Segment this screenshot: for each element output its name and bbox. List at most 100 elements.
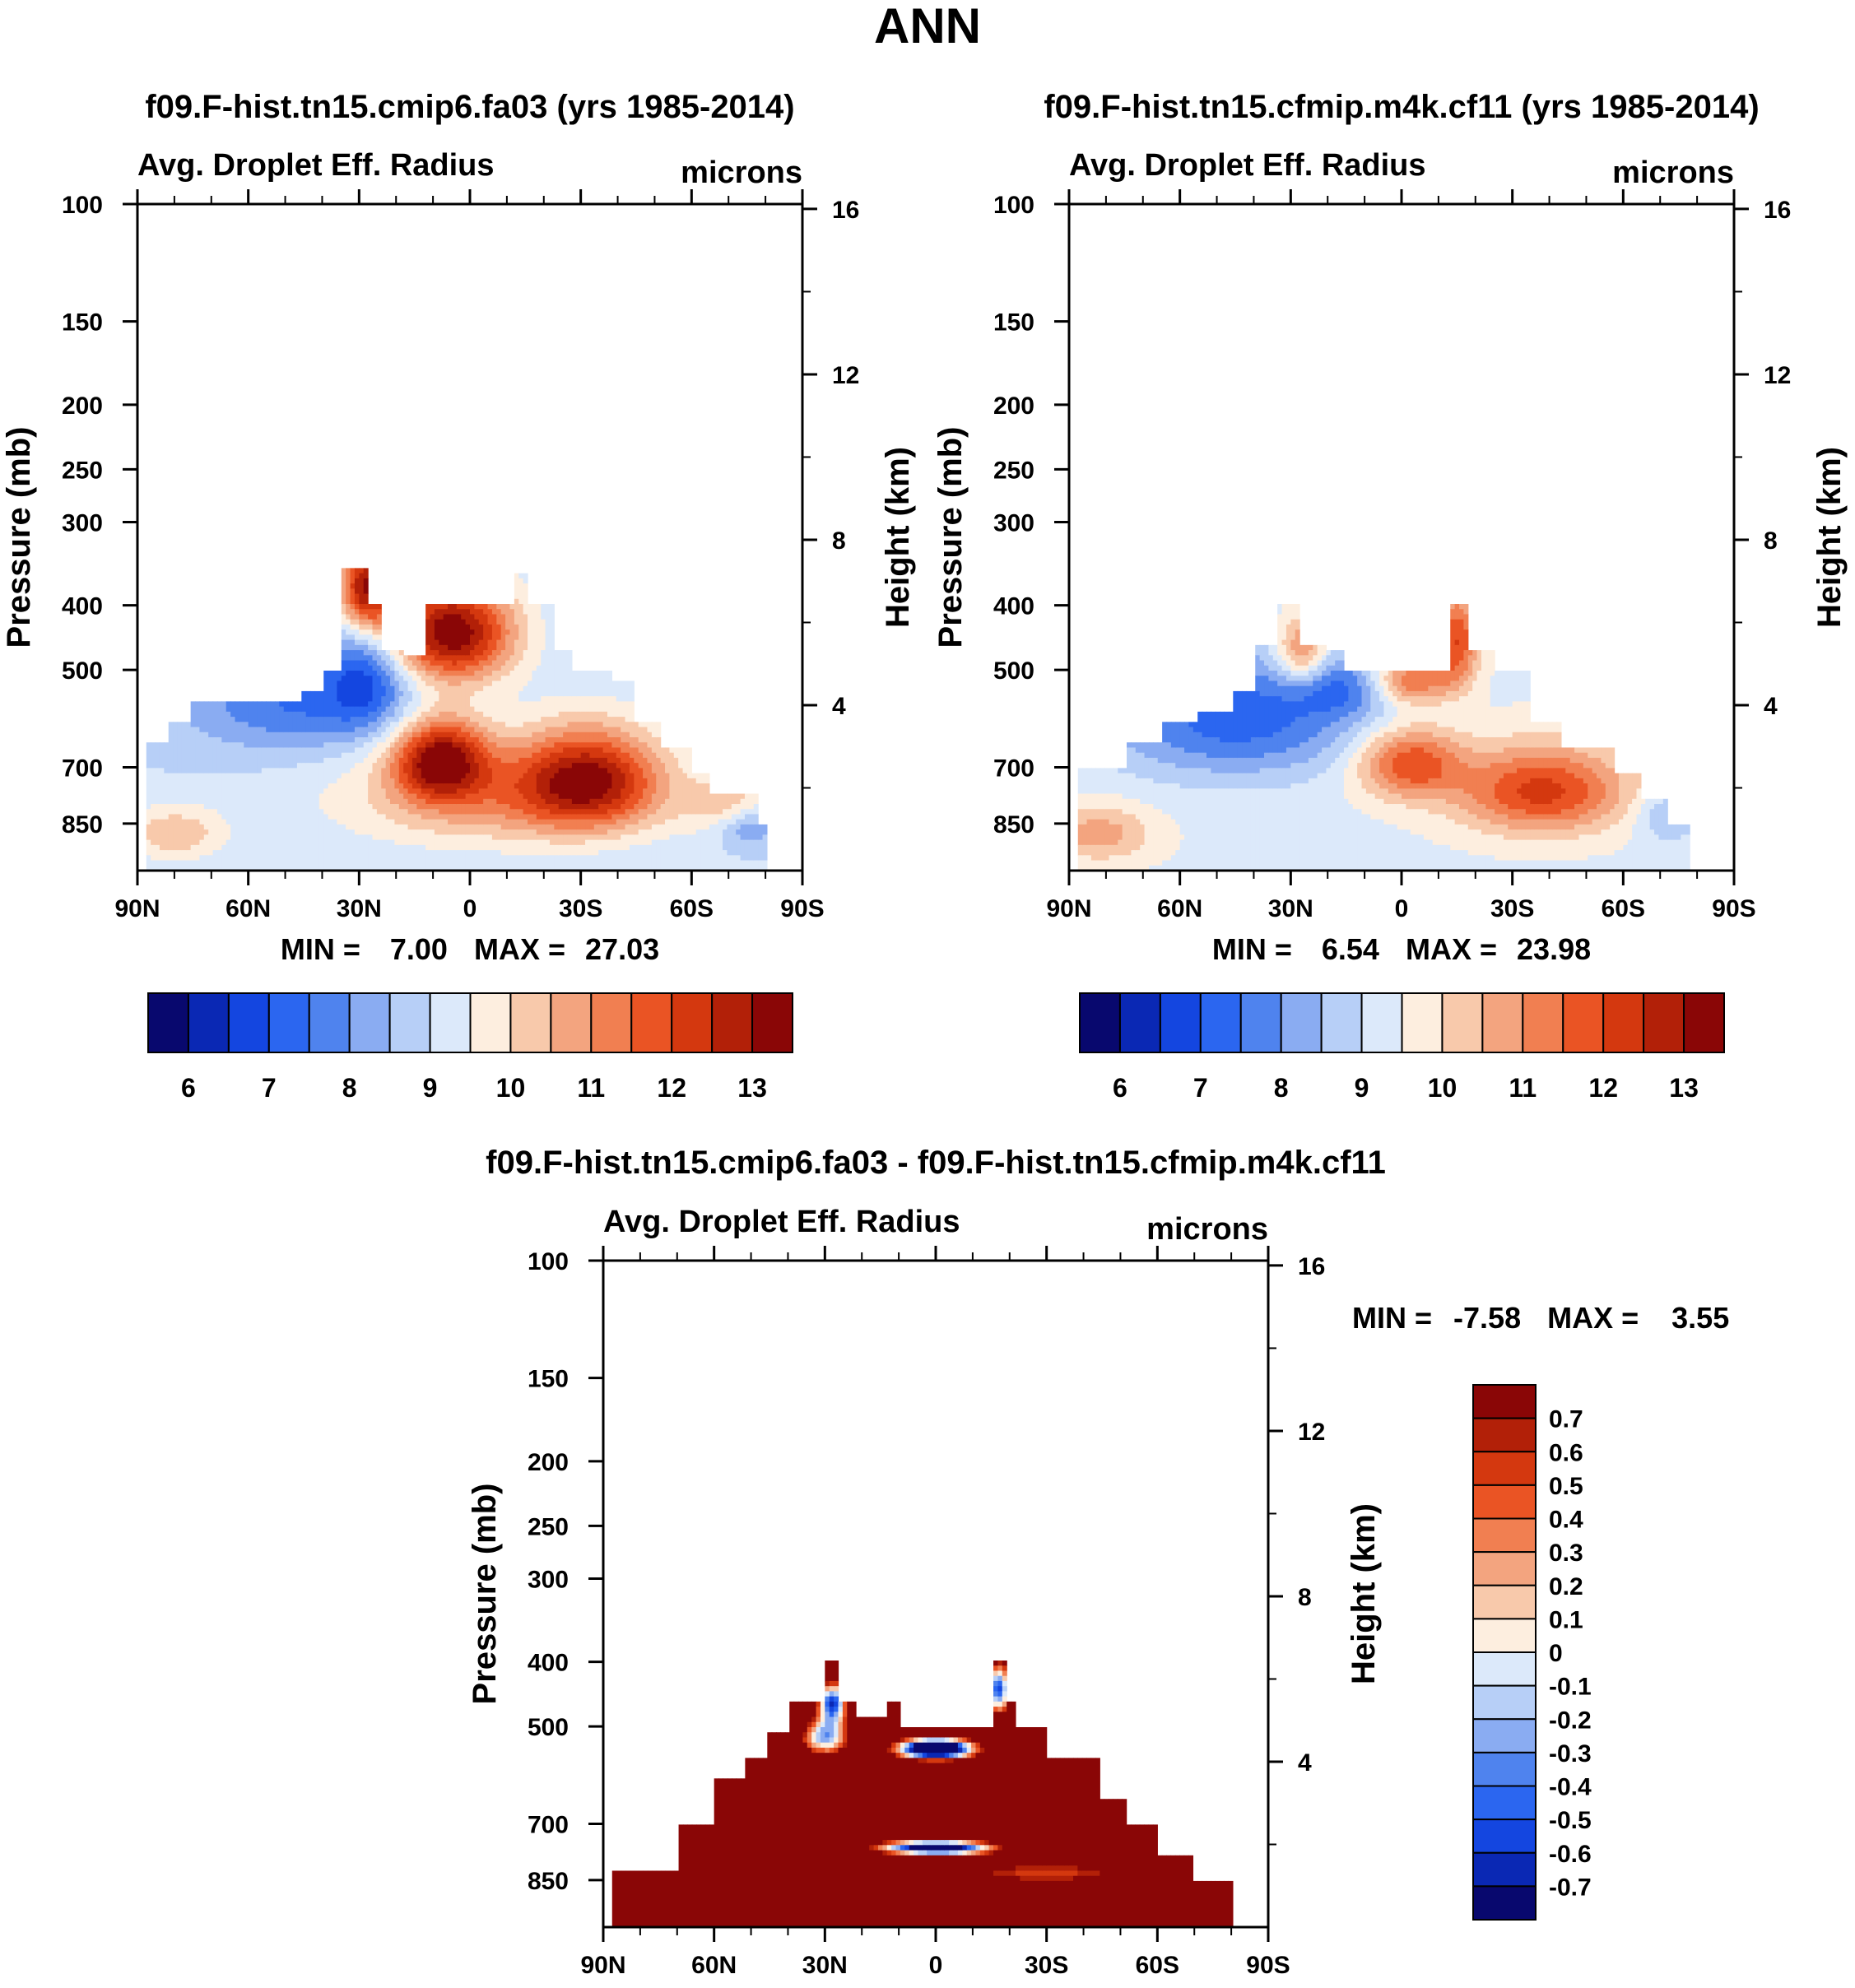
field-cell — [1175, 824, 1181, 851]
field-cell — [1423, 788, 1429, 800]
field-cell — [1618, 819, 1624, 851]
field-cell — [1419, 706, 1425, 722]
field-cell — [532, 829, 537, 841]
field-cell — [1090, 809, 1096, 820]
field-cell — [439, 732, 444, 738]
field-cell — [411, 732, 417, 738]
field-cell — [1264, 676, 1269, 697]
field-cell — [971, 1758, 977, 1841]
field-cell — [589, 722, 595, 733]
field-cell — [545, 757, 551, 769]
field-cell — [625, 763, 630, 800]
field-cell — [354, 660, 360, 671]
field-cell — [851, 1701, 857, 1927]
field-cell — [323, 757, 329, 789]
field-cell — [1352, 711, 1358, 722]
field-cell — [439, 850, 444, 871]
field-cell — [1402, 829, 1406, 871]
field-cell — [434, 850, 439, 871]
field-cell — [168, 804, 174, 815]
field-cell — [341, 639, 346, 651]
field-cell — [1086, 768, 1092, 795]
field-cell — [940, 1840, 946, 1846]
field-cell — [1685, 824, 1690, 835]
field-cell — [514, 788, 519, 810]
field-cell — [753, 824, 759, 841]
field-cell — [1162, 860, 1168, 871]
field-cell — [1322, 644, 1327, 656]
field-cell — [491, 614, 497, 651]
field-cell — [1339, 706, 1345, 718]
pressure-tick-label: 150 — [993, 309, 1034, 337]
field-cell — [891, 1742, 897, 1749]
field-cell — [1508, 763, 1513, 774]
field-cell — [1095, 1870, 1100, 1877]
field-cell — [1406, 829, 1411, 871]
field-cell — [195, 860, 201, 871]
field-cell — [1285, 727, 1291, 749]
field-cell — [1419, 742, 1425, 749]
field-cell — [629, 844, 635, 871]
field-cell — [212, 850, 218, 871]
field-cell — [678, 768, 684, 815]
field-cell — [478, 639, 484, 656]
field-cell — [1082, 768, 1088, 795]
field-cell — [385, 706, 391, 718]
field-cell — [997, 1691, 1003, 1698]
colorbar-label: 0.1 — [1549, 1606, 1583, 1633]
height-axis-label: Height (km) — [1811, 447, 1848, 628]
field-cell — [1463, 732, 1469, 749]
field-cell — [337, 701, 342, 718]
field-cell — [186, 819, 192, 851]
field-cell — [514, 727, 519, 738]
field-cell — [1445, 727, 1451, 738]
field-cell — [346, 706, 351, 722]
field-cell — [856, 1716, 862, 1927]
field-cell — [203, 701, 209, 733]
field-cell — [496, 680, 502, 722]
field-cell — [381, 742, 387, 754]
field-cell — [1415, 747, 1420, 784]
field-cell — [368, 634, 374, 646]
field-cell — [576, 834, 582, 846]
field-cell — [456, 676, 462, 687]
field-cell — [1064, 1870, 1070, 1877]
field-cell — [1601, 855, 1606, 871]
field-cell — [1126, 1824, 1132, 1927]
field-cell — [341, 742, 346, 754]
field-cell — [443, 644, 449, 656]
field-cell — [665, 798, 670, 820]
field-cell — [1454, 690, 1460, 702]
field-cell — [411, 747, 417, 759]
field-cell — [1308, 778, 1313, 871]
field-cell — [975, 1747, 981, 1753]
field-cell — [425, 604, 431, 620]
field-cell — [168, 722, 174, 774]
field-cell — [1295, 604, 1300, 620]
field-cell — [452, 655, 458, 667]
field-cell — [1441, 844, 1447, 871]
field-cell — [1374, 732, 1380, 738]
field-cell — [248, 701, 253, 728]
field-cell — [376, 717, 382, 728]
field-cell — [1290, 685, 1296, 702]
field-cell — [1406, 798, 1411, 810]
field-cell — [1299, 701, 1305, 718]
field-cell — [483, 665, 489, 676]
field-cell — [736, 829, 742, 835]
field-cell — [1135, 850, 1141, 871]
field-cell — [1188, 1855, 1194, 1927]
field-cell — [270, 768, 276, 871]
field-cell — [1233, 757, 1239, 774]
field-cell — [359, 609, 365, 615]
field-cell — [1547, 747, 1553, 759]
field-cell — [1476, 737, 1482, 754]
field-cell — [1192, 722, 1198, 733]
field-cell — [558, 809, 564, 815]
field-cell — [962, 1845, 968, 1851]
field-cell — [1406, 752, 1411, 779]
field-cell — [1423, 783, 1429, 789]
field-cell — [1512, 829, 1518, 841]
field-cell — [483, 834, 489, 851]
field-cell — [1255, 737, 1261, 759]
